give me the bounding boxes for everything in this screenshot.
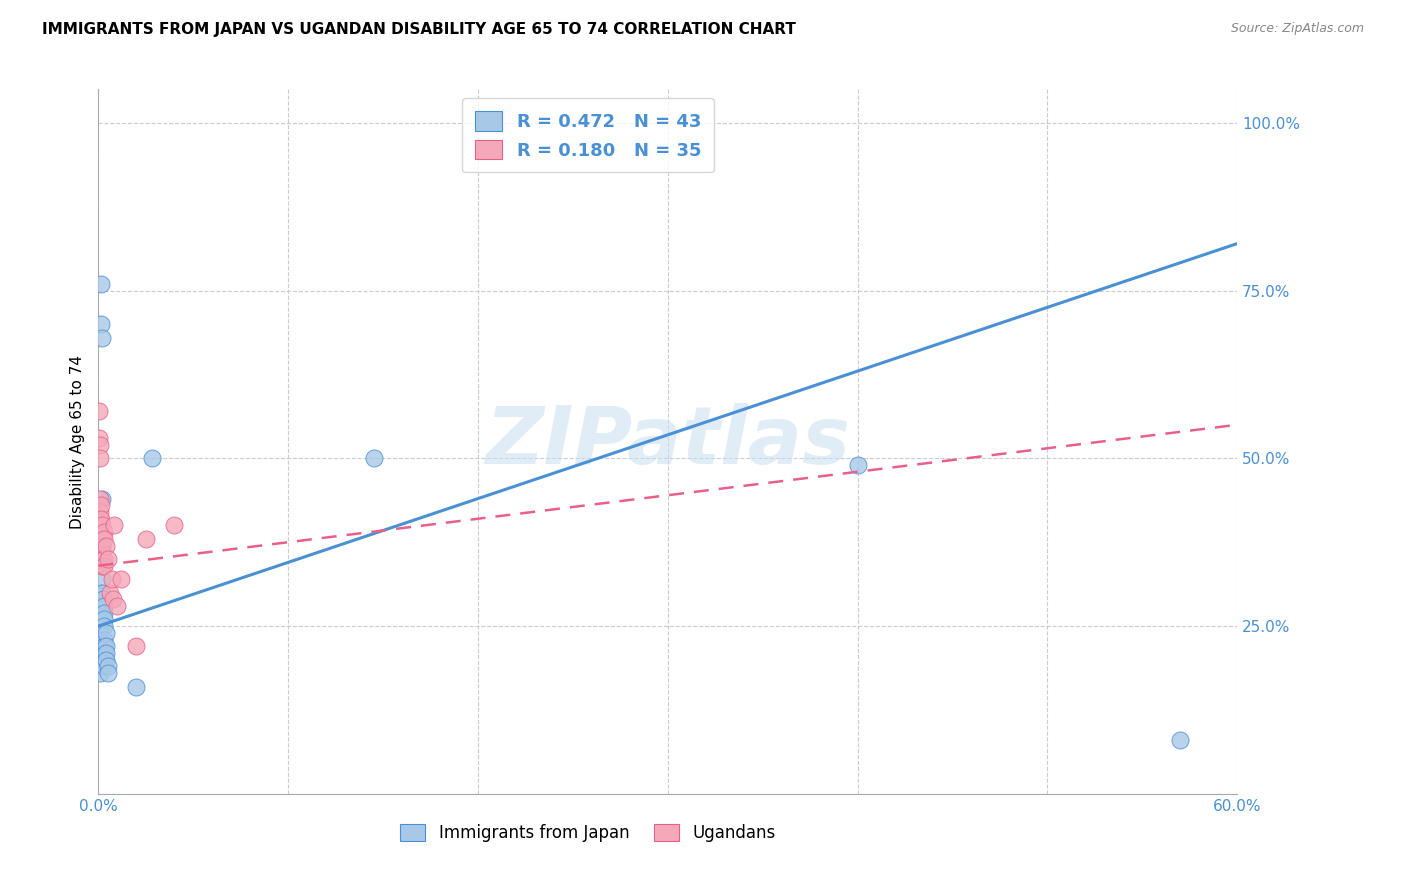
Point [89, 525, 111, 540]
Point [94, 625, 117, 640]
Point [89, 625, 111, 640]
Point [89, 659, 111, 673]
Point [89, 539, 111, 553]
Point [94, 539, 117, 553]
Point [103, 518, 125, 533]
Point [91, 545, 114, 559]
Point [89, 451, 111, 466]
Point [125, 680, 148, 694]
Point [1170, 733, 1192, 747]
Point [141, 451, 163, 466]
Point [98, 585, 121, 599]
Point [91, 330, 114, 344]
Point [93, 639, 115, 653]
Point [93, 558, 115, 573]
Point [94, 639, 117, 653]
Text: ZIPatlas: ZIPatlas [485, 402, 851, 481]
Point [89, 639, 111, 653]
Point [89, 532, 111, 546]
Point [93, 525, 115, 540]
Point [91, 552, 114, 566]
Point [107, 599, 129, 613]
Point [846, 458, 869, 472]
Point [363, 451, 385, 466]
Point [89, 632, 111, 647]
Text: IMMIGRANTS FROM JAPAN VS UGANDAN DISABILITY AGE 65 TO 74 CORRELATION CHART: IMMIGRANTS FROM JAPAN VS UGANDAN DISABIL… [42, 22, 796, 37]
Point [97, 666, 120, 681]
Point [90, 512, 112, 526]
Point [100, 572, 122, 586]
Point [110, 572, 132, 586]
Point [90, 317, 112, 331]
Point [89, 491, 111, 506]
Point [91, 558, 114, 573]
Point [97, 552, 120, 566]
Point [91, 518, 114, 533]
Y-axis label: Disability Age 65 to 74: Disability Age 65 to 74 [69, 354, 84, 529]
Point [89, 646, 111, 660]
Point [101, 592, 124, 607]
Point [163, 518, 186, 533]
Point [89, 666, 111, 681]
Point [93, 619, 115, 633]
Point [94, 646, 117, 660]
Point [89, 606, 111, 620]
Point [93, 599, 115, 613]
Point [89, 639, 111, 653]
Point [93, 653, 115, 667]
Point [93, 659, 115, 673]
Point [91, 585, 114, 599]
Point [91, 532, 114, 546]
Point [89, 632, 111, 647]
Point [91, 572, 114, 586]
Point [89, 431, 111, 445]
Point [89, 438, 111, 452]
Point [94, 653, 117, 667]
Point [125, 639, 148, 653]
Legend: Immigrants from Japan, Ugandans: Immigrants from Japan, Ugandans [394, 817, 783, 849]
Point [91, 592, 114, 607]
Point [87, 404, 110, 418]
Point [93, 606, 115, 620]
Point [135, 532, 157, 546]
Point [97, 659, 120, 673]
Text: Source: ZipAtlas.com: Source: ZipAtlas.com [1230, 22, 1364, 36]
Point [89, 505, 111, 519]
Point [89, 518, 111, 533]
Point [91, 545, 114, 559]
Point [93, 632, 115, 647]
Point [93, 532, 115, 546]
Point [91, 552, 114, 566]
Point [89, 545, 111, 559]
Point [93, 646, 115, 660]
Point [89, 512, 111, 526]
Point [91, 539, 114, 553]
Point [90, 498, 112, 512]
Point [93, 552, 115, 566]
Point [90, 277, 112, 291]
Point [93, 612, 115, 626]
Point [89, 653, 111, 667]
Point [91, 558, 114, 573]
Point [89, 585, 111, 599]
Point [91, 539, 114, 553]
Point [91, 491, 114, 506]
Point [89, 619, 111, 633]
